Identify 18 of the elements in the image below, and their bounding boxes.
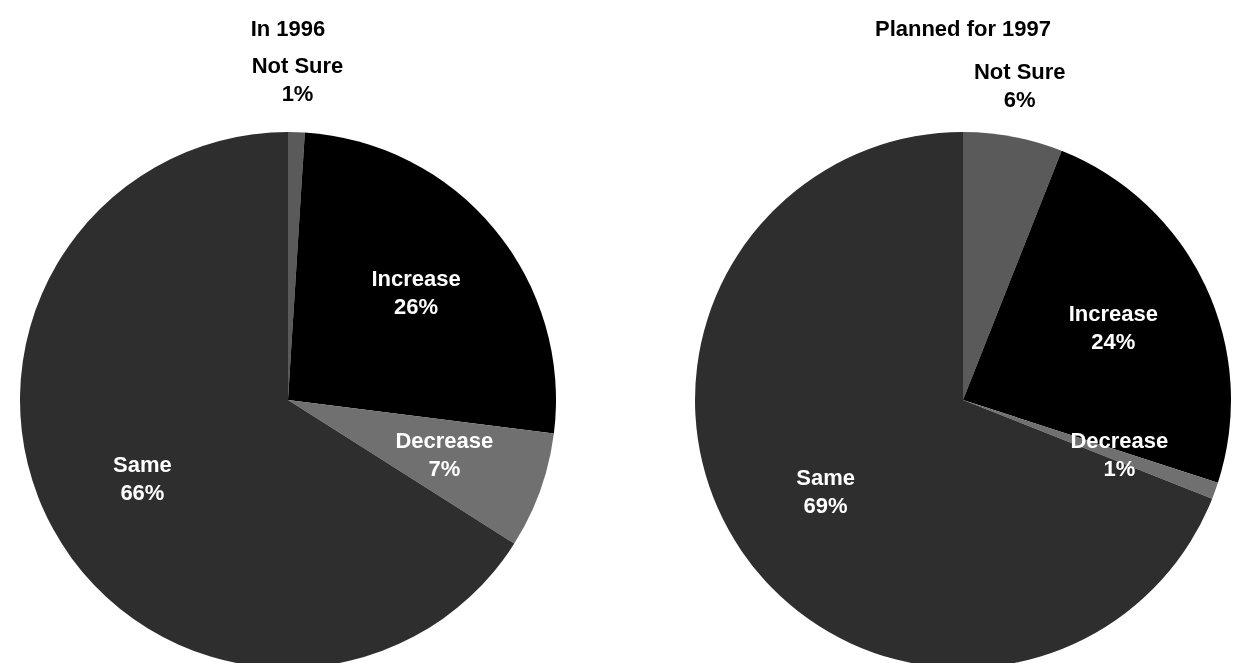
slice-label: Not Sure: [973, 58, 1066, 84]
slice-label: Decrease: [395, 428, 494, 454]
data-label: 69%: [803, 493, 848, 519]
data-label: 6%: [1003, 86, 1036, 112]
slice-label: Decrease: [1070, 428, 1169, 454]
slice-label: Same: [796, 465, 855, 491]
slice-label: Not Sure: [251, 53, 344, 79]
data-label: 66%: [120, 480, 165, 506]
slice-label: Increase: [1068, 301, 1158, 327]
slice-label: Same: [113, 452, 172, 478]
slice-label: Increase: [371, 266, 461, 292]
chart-title: Planned for 1997: [874, 16, 1052, 41]
data-label: 1%: [1103, 456, 1136, 482]
chart-title: In 1996: [250, 16, 326, 41]
data-label: 26%: [394, 294, 439, 320]
data-label: 24%: [1091, 329, 1136, 355]
data-label: 7%: [428, 456, 461, 482]
data-label: 1%: [281, 81, 314, 107]
